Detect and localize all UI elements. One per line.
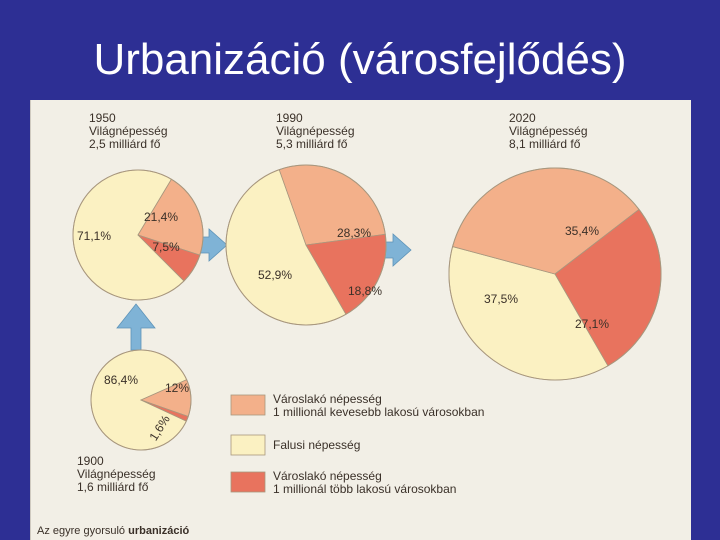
pie-header-line2: Világnépesség [77, 467, 156, 481]
pie-header-line3: 8,1 milliárd fő [509, 137, 581, 151]
pie-outline [90, 349, 192, 451]
slice-label: 27,1% [575, 317, 609, 331]
slide-title: Urbanizáció (városfejlődés) [93, 35, 627, 84]
legend-sublabel: 1 millionál több lakosú városokban [273, 482, 456, 496]
pie-outline [72, 169, 204, 301]
legend-sublabel: 1 millionál kevesebb lakosú városokban [273, 405, 484, 419]
slice-label: 71,1% [77, 229, 111, 243]
slice-label: 35,4% [565, 224, 599, 238]
legend-swatch-rural [230, 434, 266, 456]
caption-prefix: Az egyre gyorsuló [37, 525, 128, 537]
slice-label: 7,5% [152, 240, 180, 254]
slice-label: 28,3% [337, 226, 371, 240]
legend-label: Városlakó népesség [273, 392, 382, 406]
pie-header-line3: 2,5 milliárd fő [89, 137, 161, 151]
slice-label: 18,8% [348, 284, 382, 298]
slice-label: 37,5% [484, 292, 518, 306]
pie-header-line2: Világnépesség [89, 124, 168, 138]
legend-swatch-urban_large [230, 471, 266, 493]
pie-header-year: 2020 [509, 111, 536, 125]
pie-header-line3: 1,6 milliárd fő [77, 480, 149, 494]
slice-label: 86,4% [104, 373, 138, 387]
pie-header-line3: 5,3 milliárd fő [276, 137, 348, 151]
slice-label: 52,9% [258, 268, 292, 282]
arrow-up-icon [116, 303, 156, 351]
pie-header-year: 1990 [276, 111, 303, 125]
legend-label: Falusi népesség [273, 438, 360, 452]
pie-outline [225, 164, 387, 326]
figure-caption: Az egyre gyorsuló urbanizáció [37, 525, 190, 537]
pie-header-year: 1900 [77, 454, 104, 468]
pie-outline [448, 167, 662, 381]
caption-bold: urbanizáció [128, 525, 189, 537]
urbanization-figure: 86,4% 12% 1,6% 1900 Világnépesség 1,6 milliár… [30, 100, 691, 540]
slice-label: 21,4% [144, 210, 178, 224]
pie-header-line2: Világnépesség [509, 124, 588, 138]
legend-swatch-urban_small [230, 394, 266, 416]
pie-header-line2: Világnépesség [276, 124, 355, 138]
legend-label: Városlakó népesség [273, 469, 382, 483]
slice-label: 12% [165, 381, 189, 395]
pie-header-year: 1950 [89, 111, 116, 125]
